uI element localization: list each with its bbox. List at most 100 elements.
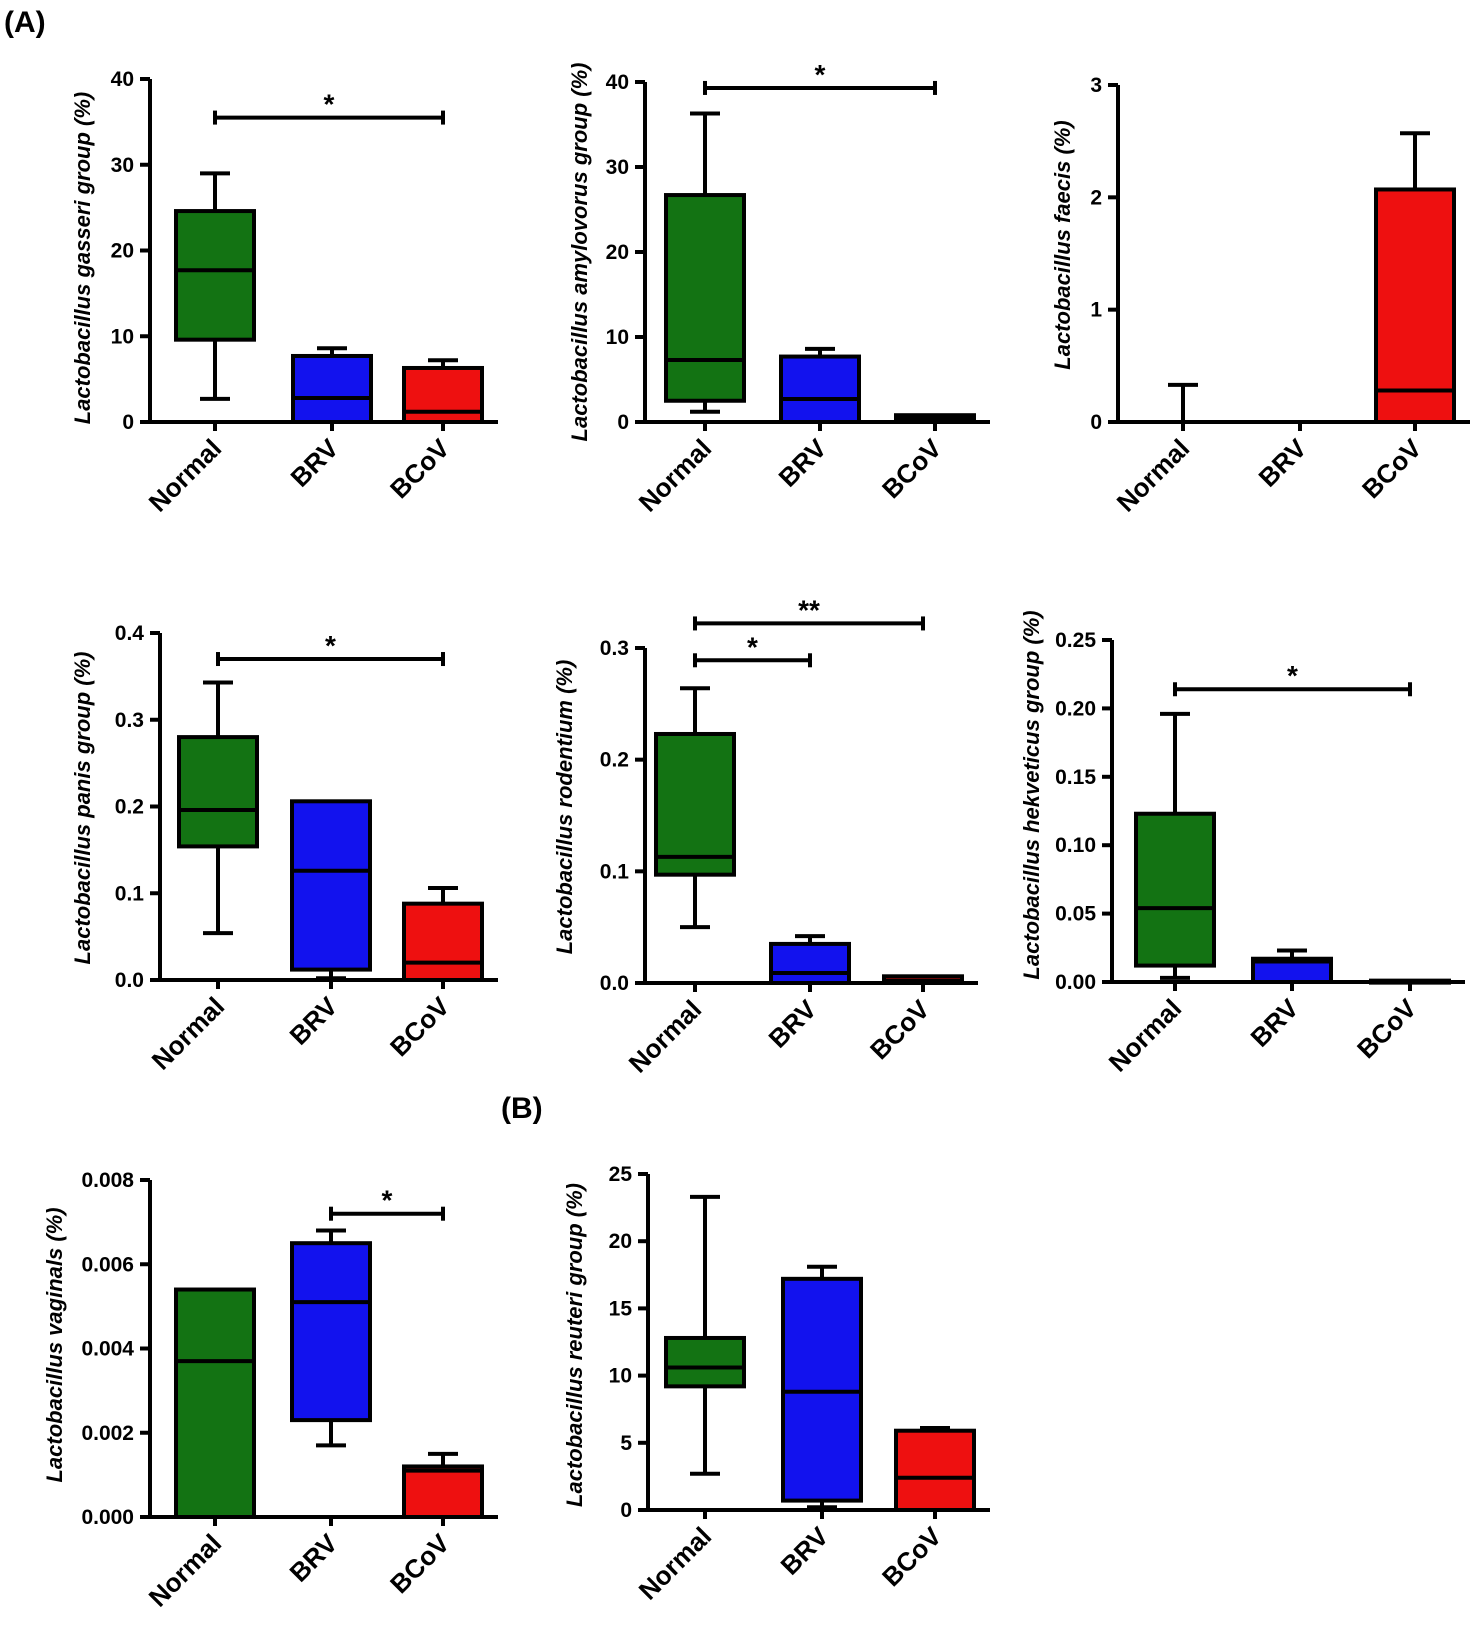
chart2-y-tick-label: 40 <box>606 71 629 94</box>
chart1-x-tick-label: BCoV <box>384 433 456 505</box>
chart1-box-bcov <box>402 365 484 425</box>
chart4-box-brv <box>290 799 372 972</box>
chart3-x-tick-label: BRV <box>1253 433 1313 493</box>
chart1-y-tick-label: 30 <box>111 154 134 177</box>
chart3-box-bcov <box>1374 187 1456 424</box>
chart7-y-tick-label: 0.004 <box>81 1338 134 1361</box>
chart2-y-tick-label: 0 <box>617 411 629 434</box>
chart1-y-tick-label: 40 <box>111 68 134 91</box>
panel-label-a: (A) <box>4 6 46 39</box>
chart8-y-tick-label: 5 <box>620 1432 632 1455</box>
chart7-y-tick-label: 0.008 <box>81 1169 134 1192</box>
chart1-y-axis-label: Lactobacillus gasseri group (%) <box>70 92 95 425</box>
chart5-y-axis-label: Lactobacillus rodentium (%) <box>552 660 577 955</box>
chart1-x-tick-label: BRV <box>285 433 345 493</box>
chart1-box-normal <box>174 209 256 342</box>
chart4-y-tick-label: 0.1 <box>115 882 145 905</box>
chart5-x-tick-label: Normal <box>623 994 708 1079</box>
chart8-y-tick-label: 20 <box>609 1230 632 1253</box>
chart2-y-tick-label: 30 <box>606 156 629 179</box>
chart5-y-tick-label: 0.3 <box>600 637 629 660</box>
chart4-x-tick-label: Normal <box>146 991 231 1076</box>
chart8-box-normal <box>664 1335 746 1389</box>
chart1-significance-label: * <box>324 89 335 120</box>
chart6-y-tick-label: 0.00 <box>1055 971 1096 994</box>
chart4-y-tick-label: 0.2 <box>115 796 144 819</box>
chart3-y-tick-label: 0 <box>1090 411 1102 434</box>
chart4-significance-label: * <box>325 630 336 661</box>
chart1-x-tick-label: Normal <box>143 433 228 518</box>
chart3-y-tick-label: 3 <box>1090 74 1102 97</box>
chart2-box-brv <box>779 354 861 424</box>
chart4-box-normal <box>177 735 259 849</box>
chart2-x-tick-label: BCoV <box>876 433 948 505</box>
chart2-x-tick-label: Normal <box>633 433 718 518</box>
chart6-y-tick-label: 0.25 <box>1055 629 1096 652</box>
chart4-box-bcov <box>402 901 484 982</box>
chart8-x-tick-label: BCoV <box>876 1521 948 1593</box>
chart6-x-tick-label: Normal <box>1103 993 1188 1078</box>
chart6-box-normal <box>1134 811 1216 968</box>
chart3-y-axis-label: Lactobacillus faecis (%) <box>1050 120 1075 369</box>
chart7-significance-label: * <box>382 1185 393 1216</box>
panel-label-b: (B) <box>501 1092 543 1125</box>
chart4-y-axis-label: Lactobacillus panis group (%) <box>70 652 95 965</box>
chart2-x-tick-label: BRV <box>773 433 833 493</box>
chart5-x-tick-label: BRV <box>763 994 823 1054</box>
chart6-y-tick-label: 0.05 <box>1055 903 1096 926</box>
chart8-y-tick-label: 15 <box>609 1297 633 1320</box>
chart1-y-tick-label: 10 <box>111 325 134 348</box>
chart5-box-normal <box>654 731 736 877</box>
chart6-y-tick-label: 0.20 <box>1055 697 1096 720</box>
chart6-y-axis-label: Lactobacillus hekveticus group (%) <box>1019 610 1044 979</box>
chart1-y-tick-label: 20 <box>111 240 134 263</box>
chart5-box-brv <box>769 941 851 986</box>
chart1-box-brv <box>291 353 373 424</box>
chart5-significance-label: * <box>747 631 758 662</box>
chart2-y-axis-label: Lactobacillus amylovorus group (%) <box>567 63 592 442</box>
chart7-y-tick-label: 0.006 <box>81 1253 134 1276</box>
chart3-y-tick-label: 2 <box>1090 186 1102 209</box>
chart5-y-tick-label: 0.2 <box>600 749 629 772</box>
chart8-box-bcov <box>894 1428 976 1512</box>
chart6-x-tick-label: BCoV <box>1351 993 1423 1065</box>
chart8-y-tick-label: 25 <box>609 1163 633 1186</box>
chart7-x-tick-label: BRV <box>284 1528 344 1588</box>
chart3-y-tick-label: 1 <box>1090 299 1102 322</box>
chart5-significance-label: ** <box>798 594 820 625</box>
chart7-x-tick-label: Normal <box>143 1528 228 1613</box>
chart4-x-tick-label: BRV <box>284 991 344 1051</box>
chart8-box-brv <box>781 1276 863 1503</box>
chart8-x-tick-label: BRV <box>775 1521 835 1581</box>
chart4-y-tick-label: 0.0 <box>115 969 144 992</box>
chart4-y-tick-label: 0.4 <box>115 622 145 645</box>
chart7-y-tick-label: 0.000 <box>81 1506 134 1529</box>
chart2-y-tick-label: 20 <box>606 241 629 264</box>
chart2-y-tick-label: 10 <box>606 326 629 349</box>
chart6-y-tick-label: 0.15 <box>1055 766 1096 789</box>
chart6-significance-label: * <box>1287 660 1298 691</box>
chart6-box-brv <box>1251 956 1333 985</box>
chart8-y-tick-label: 10 <box>609 1365 632 1388</box>
chart7-x-tick-label: BCoV <box>384 1528 456 1600</box>
chart5-x-tick-label: BCoV <box>864 994 936 1066</box>
chart8-y-tick-label: 0 <box>620 1499 632 1522</box>
chart5-y-tick-label: 0.1 <box>600 860 630 883</box>
chart4-y-tick-label: 0.3 <box>115 709 144 732</box>
chart6-y-tick-label: 0.10 <box>1055 834 1096 857</box>
chart6-x-tick-label: BRV <box>1245 993 1305 1053</box>
chart7-box-bcov <box>402 1464 484 1519</box>
chart7-box-brv <box>290 1241 372 1423</box>
chart3-x-tick-label: Normal <box>1111 433 1196 518</box>
chart8-y-axis-label: Lactobacillus reuteri group (%) <box>562 1183 587 1507</box>
chart7-y-tick-label: 0.002 <box>81 1422 134 1445</box>
chart7-box-normal <box>174 1287 256 1520</box>
chart8-x-tick-label: Normal <box>633 1521 718 1606</box>
chart4-x-tick-label: BCoV <box>384 991 456 1063</box>
chart3-x-tick-label: BCoV <box>1356 433 1428 505</box>
chart5-y-tick-label: 0.0 <box>600 972 629 995</box>
chart7-y-axis-label: Lactobacillus vaginals (%) <box>42 1207 67 1482</box>
chart2-significance-label: * <box>815 59 826 90</box>
chart1-y-tick-label: 0 <box>122 411 134 434</box>
